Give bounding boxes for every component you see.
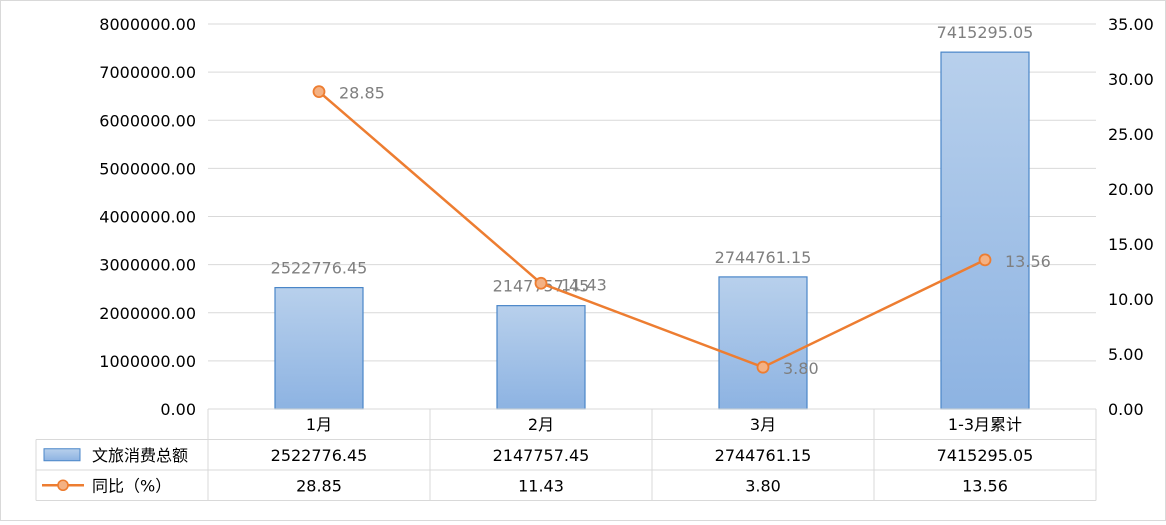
table-cell: 2744761.15 [715,446,812,465]
table-cell: 3.80 [745,476,781,495]
left-tick-label: 5000000.00 [99,159,196,178]
right-tick-label: 20.00 [1108,180,1154,199]
left-tick-label: 3000000.00 [99,256,196,275]
category-label: 1-3月累计 [948,415,1022,434]
category-label: 3月 [750,415,776,434]
line-data-label: 28.85 [339,84,385,103]
legend-bar-swatch [43,448,81,462]
bar-data-label: 7415295.05 [937,23,1034,42]
line-point [534,276,548,290]
line-data-label: 13.56 [1005,252,1051,271]
left-tick-label: 2000000.00 [99,304,196,323]
line-data-label: 11.43 [561,275,607,294]
right-tick-label: 15.00 [1108,235,1154,254]
left-tick-label: 6000000.00 [99,111,196,130]
table-cell: 13.56 [962,476,1008,495]
line-point [312,85,326,99]
legend-line-marker [57,479,69,492]
right-tick-label: 30.00 [1108,70,1154,89]
bar-data-label: 2744761.15 [715,248,812,267]
left-tick-label: 7000000.00 [99,63,196,82]
category-label: 1月 [306,415,332,434]
bar [274,286,364,410]
line-path [318,90,986,369]
right-axis: 0.00 5.00 10.00 15.00 20.00 25.00 30.00 35.00 [1108,15,1154,419]
line-data-label: 3.80 [783,359,819,378]
left-tick-label: 0.00 [160,400,196,419]
table-cell: 11.43 [518,476,564,495]
legend-line-label: 同比（%） [92,476,171,495]
table-cell: 2147757.45 [493,446,590,465]
table-cell: 7415295.05 [937,446,1034,465]
line-point [756,360,770,374]
right-tick-label: 0.00 [1108,400,1144,419]
bar [496,305,586,410]
legend-bar-label: 文旅消费总额 [92,446,188,465]
table-cell: 2522776.45 [271,446,368,465]
right-tick-label: 35.00 [1108,15,1154,34]
left-tick-label: 4000000.00 [99,208,196,227]
bar [940,51,1030,410]
line-series: 28.85 11.43 3.80 13.56 [312,84,1051,378]
bar [718,276,808,410]
left-axis: 0.00 1000000.00 2000000.00 3000000.00 400000… [99,15,196,419]
table-cell: 28.85 [296,476,342,495]
right-tick-label: 5.00 [1108,345,1144,364]
left-tick-label: 1000000.00 [99,352,196,371]
category-label: 2月 [528,415,554,434]
right-tick-label: 25.00 [1108,125,1154,144]
right-tick-label: 10.00 [1108,290,1154,309]
line-point [978,253,992,267]
bar-data-label: 2522776.45 [271,259,368,278]
left-tick-label: 8000000.00 [99,15,196,34]
